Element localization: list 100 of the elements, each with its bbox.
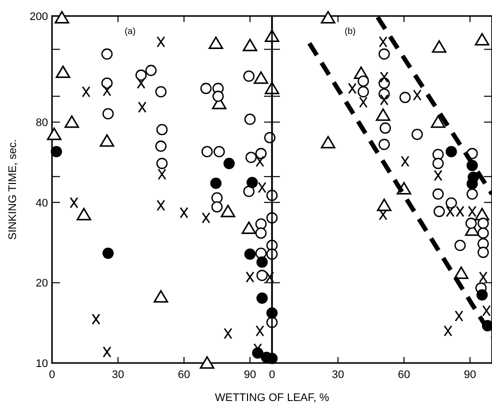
point	[155, 140, 167, 152]
point	[136, 77, 146, 89]
point	[100, 134, 114, 147]
point	[135, 70, 147, 81]
x-tick-label: 30	[332, 369, 344, 381]
point	[476, 289, 488, 301]
point	[478, 246, 489, 258]
point	[434, 170, 442, 182]
point	[258, 182, 266, 194]
point	[380, 122, 391, 134]
x-tick-label: 60	[398, 369, 410, 381]
point	[478, 218, 489, 229]
point	[154, 290, 168, 303]
x-tick-label: 90	[464, 369, 476, 381]
point	[320, 136, 336, 148]
point	[413, 89, 422, 101]
point	[446, 206, 454, 218]
point	[358, 75, 369, 87]
point	[101, 78, 113, 89]
point	[430, 115, 446, 128]
point	[255, 227, 267, 239]
x-tick-label: 0	[268, 369, 276, 381]
point	[70, 197, 78, 208]
point	[245, 152, 257, 164]
point	[223, 158, 235, 170]
point	[210, 178, 222, 189]
point	[378, 36, 388, 48]
point	[242, 222, 256, 234]
point	[359, 96, 368, 108]
point	[246, 176, 258, 188]
y-tick-label: 200	[30, 11, 48, 23]
point	[454, 240, 466, 252]
point	[400, 156, 410, 168]
point	[92, 313, 100, 325]
point	[243, 70, 255, 82]
point	[380, 71, 388, 83]
x-tick-label: 30	[112, 369, 124, 381]
point	[200, 82, 212, 94]
x-tick-label: 0	[48, 369, 56, 381]
x-tick-label: 60	[178, 369, 190, 381]
point	[466, 178, 478, 190]
point	[64, 115, 80, 128]
point	[478, 227, 489, 239]
point	[242, 38, 258, 52]
point	[320, 11, 336, 24]
point	[256, 156, 264, 168]
point	[212, 90, 224, 102]
point	[76, 208, 92, 220]
point	[202, 212, 210, 224]
point	[145, 64, 157, 76]
point	[348, 82, 356, 94]
point	[211, 192, 223, 204]
point	[444, 325, 452, 337]
point	[380, 94, 388, 106]
point	[255, 148, 267, 160]
point	[378, 138, 390, 150]
point	[465, 218, 477, 229]
point	[446, 146, 457, 158]
point	[256, 256, 268, 268]
point	[432, 148, 444, 160]
point	[155, 86, 167, 98]
point	[254, 71, 268, 84]
point	[56, 66, 70, 78]
point	[255, 248, 267, 259]
point	[432, 188, 444, 200]
y-tick-label: 20	[36, 278, 48, 290]
point	[446, 197, 457, 209]
point	[82, 86, 90, 98]
y-tick-label: 10	[36, 358, 48, 370]
point	[180, 207, 188, 218]
point	[466, 188, 478, 200]
y-axis-title: SINKING TIME, sec.	[7, 139, 19, 240]
point	[454, 266, 468, 280]
point	[378, 48, 390, 60]
point	[158, 168, 166, 180]
point	[482, 305, 491, 316]
point	[156, 158, 168, 170]
point	[474, 32, 490, 46]
point	[220, 204, 236, 218]
point	[208, 36, 224, 50]
point	[399, 92, 411, 104]
point	[243, 186, 255, 198]
point	[211, 201, 223, 212]
point	[200, 356, 214, 369]
point	[244, 248, 256, 260]
point	[256, 270, 268, 282]
point	[102, 346, 112, 358]
point	[50, 146, 62, 158]
point	[256, 292, 268, 304]
point	[246, 271, 254, 283]
point	[358, 86, 369, 98]
point	[46, 128, 62, 140]
point	[412, 128, 423, 140]
point	[156, 124, 168, 136]
y-tick-label: 40	[36, 197, 48, 210]
point	[256, 325, 264, 337]
y-tick-label: 80	[36, 117, 48, 130]
point	[479, 271, 488, 283]
point	[156, 200, 166, 212]
point	[102, 248, 114, 259]
